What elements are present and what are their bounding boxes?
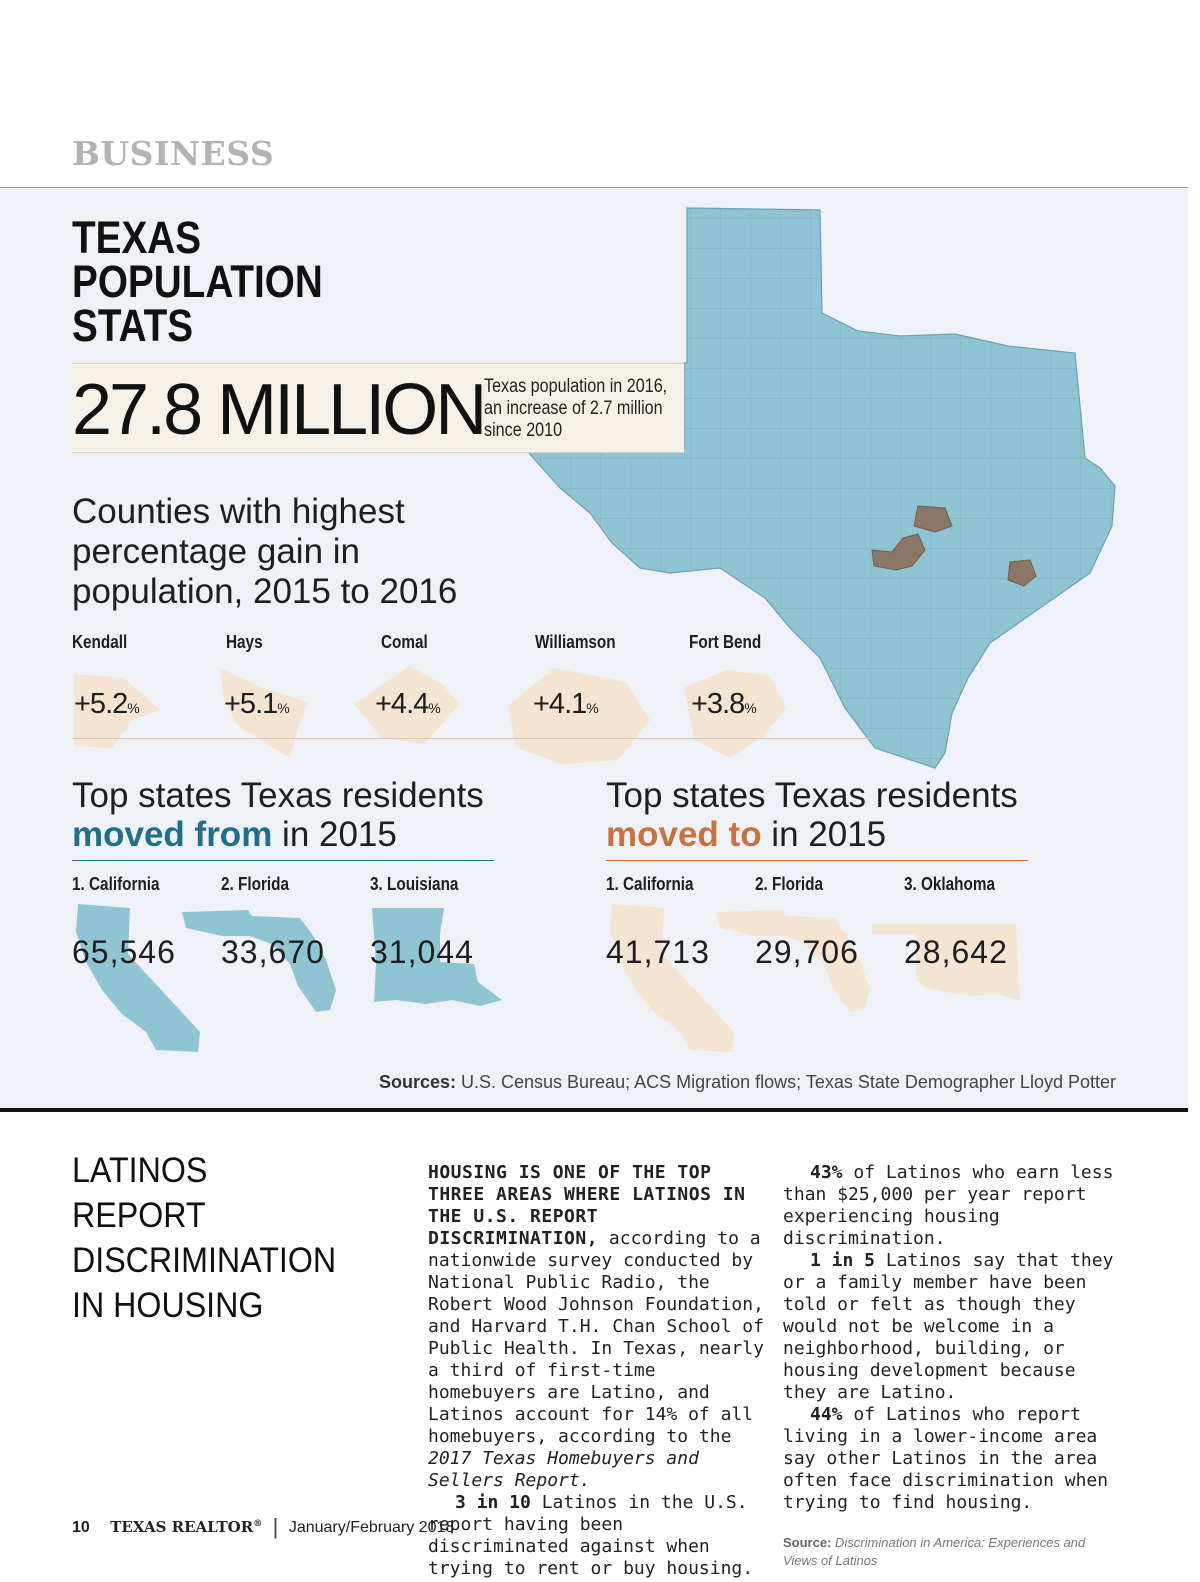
moved-from-heading-line1: Top states Texas residents	[72, 776, 484, 815]
county-name-kendall: Kendall	[72, 632, 128, 652]
county-name-fort-bend: Fort Bend	[689, 632, 762, 652]
county-shape-comal	[354, 666, 460, 744]
moved-from-state-2: 2. Florida	[221, 874, 290, 894]
florida-shape-to	[716, 910, 870, 1012]
county-gain-williamson: +4.1%	[533, 688, 599, 720]
article-source: Source: Discrimination in America: Exper…	[783, 1535, 1086, 1568]
moved-to-state-2: 2. Florida	[755, 874, 824, 894]
article-column-2: 43% of Latinos who earn less than $25,00…	[783, 1162, 1123, 1570]
county-gain-kendall: +5.2%	[74, 688, 140, 720]
texas-map	[523, 207, 1116, 769]
moved-to-count-3: 28,642	[904, 934, 1008, 970]
moved-from-count-2: 33,670	[221, 934, 325, 970]
article-paragraph-5: 44% of Latinos who report living in a lo…	[783, 1404, 1109, 1513]
moved-from-count-1: 65,546	[72, 934, 176, 970]
county-gain-comal: +4.4%	[375, 688, 441, 720]
county-shape-fort-bend	[684, 670, 786, 758]
footer-separator: |	[272, 1514, 279, 1539]
counties-heading: Counties with highest percentage gain in…	[72, 492, 458, 611]
county-name-comal: Comal	[381, 632, 428, 652]
county-highlight-hays-comal	[871, 533, 926, 571]
page-number: 10	[72, 1519, 90, 1536]
article-title: LATINOS REPORT DISCRIMINATION IN HOUSING	[72, 1151, 337, 1325]
county-gain-fort-bend: +3.8%	[691, 688, 757, 720]
county-highlight-fort-bend	[1007, 559, 1037, 587]
moved-from-state-3: 3. Louisiana	[370, 874, 459, 894]
infographic-panel: TEXAS POPULATION STATS 27.8 MILLION Texa…	[0, 188, 1188, 1108]
page-footer: 10 TEXAS REALTOR® | January/February 201…	[72, 1514, 454, 1540]
moved-to-count-1: 41,713	[606, 934, 710, 970]
moved-to-heading-line2: moved to in 2015	[606, 815, 887, 854]
county-shape-hays	[220, 668, 308, 758]
florida-shape-from	[182, 910, 336, 1012]
county-highlight-williamson	[913, 505, 953, 533]
moved-to-state-3: 3. Oklahoma	[904, 874, 995, 894]
article-column-1: HOUSING IS ONE OF THE TOP THREE AREAS WH…	[428, 1162, 768, 1580]
population-value: 27.8 MILLION	[72, 370, 487, 450]
section-label: BUSINESS	[72, 134, 275, 173]
bottom-divider	[0, 1108, 1188, 1112]
moved-to-state-1: 1. California	[606, 874, 694, 894]
moved-from-state-1: 1. California	[72, 874, 160, 894]
moved-from-heading-line2: moved from in 2015	[72, 815, 397, 854]
county-shape-williamson	[508, 668, 650, 764]
population-description: Texas population in 2016, an increase of…	[484, 376, 668, 441]
moved-to-divider	[606, 860, 1028, 861]
moved-to-heading: Top states Texas residents moved to in 2…	[606, 776, 1018, 854]
top-divider	[0, 187, 1188, 188]
moved-from-count-3: 31,044	[370, 934, 474, 970]
california-shape-from	[76, 904, 200, 1052]
moved-from-divider	[72, 860, 494, 861]
county-name-williamson: Williamson	[535, 632, 616, 652]
article-paragraph-3: 43% of Latinos who earn less than $25,00…	[783, 1162, 1114, 1249]
issue-date: January/February 2018	[288, 1519, 455, 1536]
population-stat-box: 27.8 MILLION Texas population in 2016, a…	[72, 363, 684, 453]
magazine-name: TEXAS REALTOR®	[110, 1518, 263, 1536]
moved-to-heading-line1: Top states Texas residents	[606, 776, 1018, 815]
county-gain-hays: +5.1%	[224, 688, 290, 720]
sources-line: Sources: U.S. Census Bureau; ACS Migrati…	[378, 1072, 1116, 1092]
county-name-hays: Hays	[226, 632, 263, 652]
article-paragraph-4: 1 in 5 Latinos say that they or a family…	[783, 1250, 1114, 1403]
county-shape-kendall	[74, 674, 160, 748]
moved-to-count-2: 29,706	[755, 934, 859, 970]
louisiana-shape-from	[372, 908, 502, 1006]
counties-divider	[72, 738, 872, 739]
infographic-title: TEXAS POPULATION STATS	[72, 212, 323, 351]
article-paragraph-2: 3 in 10 Latinos in the U.S. report havin…	[428, 1492, 754, 1579]
moved-from-heading: Top states Texas residents moved from in…	[72, 776, 484, 854]
article-paragraph-1: HOUSING IS ONE OF THE TOP THREE AREAS WH…	[428, 1162, 764, 1491]
oklahoma-shape-to	[872, 924, 1020, 1000]
california-shape-to	[610, 904, 734, 1052]
